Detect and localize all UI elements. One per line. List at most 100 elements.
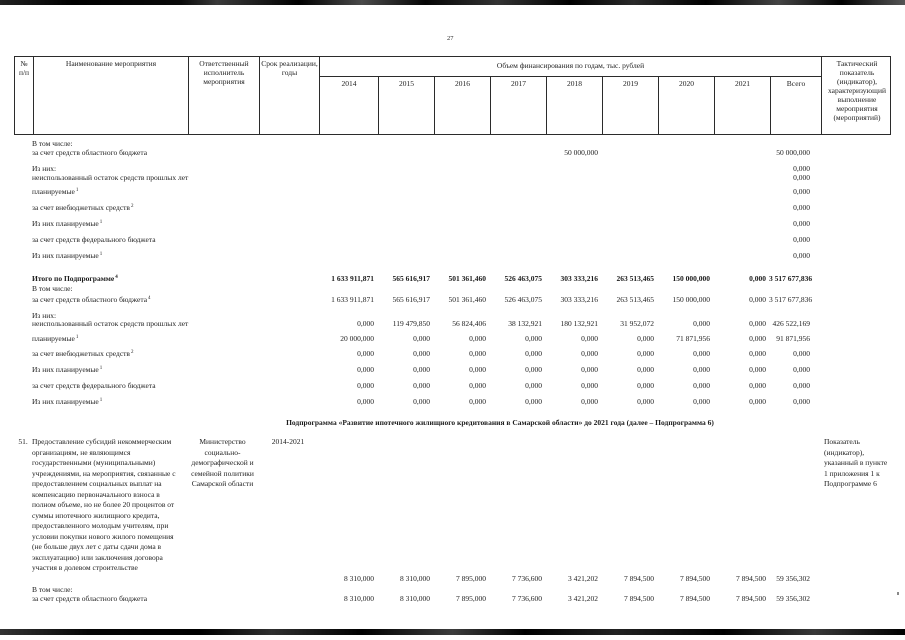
table-row: неиспользованный остаток средств прошлых… [14, 173, 891, 182]
subprogram-heading: Подпрограмма «Развитие ипотечного жилищн… [286, 418, 714, 427]
footnote-marker: 1 [99, 219, 103, 225]
cell-2018: 0,000 [581, 365, 598, 374]
cell-2021: 0,000 [749, 397, 766, 406]
cell-total: 0,000 [793, 251, 810, 260]
row-label: неиспользованный остаток средств прошлых… [32, 173, 189, 182]
row-label: Из них: [32, 164, 57, 173]
cell-2016: 56 824,406 [452, 319, 486, 328]
table-section-totals: Итого по Подпрограмме4 1 633 911,871 565 6… [14, 274, 891, 406]
table-row: Из них: 0,000 [14, 164, 891, 173]
row-label: В том числе: [32, 585, 73, 594]
cell-total: 0,000 [793, 187, 810, 196]
table-section-top: В том числе: за счет средств областного б… [14, 139, 891, 260]
cell-2015: 8 310,000 [400, 594, 430, 603]
cell-2015: 119 479,850 [392, 319, 430, 328]
cell-2020: 7 894,500 [680, 594, 710, 603]
header-cell-term: Срок реализации, годы [259, 57, 319, 134]
cell-2018: 50 000,000 [564, 148, 598, 157]
cell-2017: 526 463,075 [504, 295, 543, 304]
cell-total: 59 356,302 [776, 573, 810, 583]
row-label: за счет средств областного бюджета [32, 594, 148, 603]
cell-2016: 7 895,000 [456, 594, 486, 603]
cell-2020: 0,000 [693, 397, 710, 406]
table-row: неиспользованный остаток средств прошлых… [14, 319, 891, 328]
header-cell-year-2014: 2014 [319, 77, 378, 134]
cell-2016: 7 895,000 [456, 573, 486, 583]
cell-2018: 3 421,202 [568, 594, 598, 603]
cell-2018: 303 333,216 [560, 295, 599, 304]
table-row-51: 51. Предоставление субсидий некоммерческ… [14, 437, 891, 583]
cell-total: 0,000 [793, 397, 810, 406]
cell-2017: 526 463,075 [504, 274, 543, 283]
cell-total: 0,000 [793, 219, 810, 228]
cell-2021: 0,000 [749, 381, 766, 390]
cell-2014: 20 000,000 [340, 334, 374, 343]
table-row: за счет средств федерального бюджета 0,00… [14, 381, 891, 390]
implementation-term: 2014-2021 [271, 437, 305, 446]
footnote-marker: 1 [99, 397, 103, 403]
header-cell-executor: Ответственный исполнитель мероприятия [188, 57, 259, 134]
table-row: за счет средств областного бюджета 8 310,… [14, 594, 891, 603]
cell-2014: 1 633 911,871 [331, 295, 374, 304]
cell-2018: 0,000 [581, 397, 598, 406]
cell-2014: 1 633 911,871 [331, 274, 374, 283]
table-row: за счет средств областного бюджета4 1 633… [14, 295, 891, 304]
row-label: за счет внебюджетных средств2 [32, 349, 134, 358]
tactical-indicator: Показатель (индикатор), указанный в пунк… [824, 437, 888, 488]
table-row: В том числе: [14, 585, 891, 594]
row-label: В том числе: [32, 284, 73, 293]
footnote-marker: 2 [130, 203, 134, 209]
cell-total: 91 871,956 [776, 334, 810, 343]
footnote-marker: 1 [99, 251, 103, 257]
table-row: Из них планируемые1 0,000 [14, 251, 891, 260]
row-label: неиспользованный остаток средств прошлых… [32, 319, 189, 328]
footnote-marker: 4 [148, 295, 151, 301]
cell-2018: 303 333,216 [560, 274, 599, 283]
cell-2021: 0,000 [749, 334, 766, 343]
cell-2014: 8 310,000 [344, 573, 374, 583]
row-label: за счет средств федерального бюджета [32, 381, 156, 390]
scan-edge-artifact-top [0, 0, 905, 5]
responsible-executor: Министерство социально-демографической и… [191, 437, 254, 488]
footnote-marker: 1 [75, 187, 79, 193]
cell-2020: 150 000,000 [672, 295, 711, 304]
header-cell-year-2016: 2016 [434, 77, 490, 134]
cell-2014: 0,000 [357, 381, 374, 390]
row-label: Из них планируемые1 [32, 397, 103, 406]
cell-2019: 0,000 [637, 397, 654, 406]
page-number: 27 [447, 35, 454, 42]
cell-2016: 0,000 [469, 365, 486, 374]
row-label: Из них: [32, 311, 57, 320]
cell-total: 0,000 [793, 349, 810, 358]
row-label: за счет средств областного бюджета4 [32, 295, 151, 304]
row-label: Итого по Подпрограмме4 [32, 274, 118, 283]
row-label: за счет средств областного бюджета [32, 148, 148, 157]
cell-2018: 0,000 [581, 349, 598, 358]
table-row: за счет средств областного бюджета 50 000… [14, 148, 891, 157]
scan-edge-artifact-bottom [0, 629, 905, 635]
cell-2015: 0,000 [413, 397, 430, 406]
cell-2014: 8 310,000 [344, 594, 374, 603]
table-section-bottom: В том числе: за счет средств областного б… [14, 585, 891, 603]
table-row: Из них планируемые1 0,000 0,000 0,000 0,000 0… [14, 365, 891, 374]
cell-2021: 0,000 [749, 295, 766, 304]
cell-2019: 263 513,465 [616, 295, 655, 304]
row-number: 51. [18, 437, 28, 446]
footnote-marker: 2 [130, 349, 134, 355]
scan-speck [897, 592, 899, 595]
header-cell-year-2019: 2019 [602, 77, 658, 134]
cell-2020: 150 000,000 [672, 274, 711, 283]
cell-2018: 3 421,202 [568, 573, 598, 583]
cell-2017: 0,000 [525, 365, 542, 374]
cell-2015: 0,000 [413, 365, 430, 374]
cell-total: 50 000,000 [776, 148, 810, 157]
cell-2015: 8 310,000 [400, 573, 430, 583]
cell-2019: 0,000 [637, 334, 654, 343]
header-cell-name: Наименование мероприятия [33, 57, 188, 134]
table-row: Из них планируемые1 0,000 [14, 219, 891, 228]
cell-2021: 0,000 [749, 365, 766, 374]
row-label: планируемые1 [32, 334, 79, 343]
table-row: за счет средств федерального бюджета 0,00… [14, 235, 891, 244]
cell-2014: 0,000 [357, 319, 374, 328]
table-row: за счет внебюджетных средств2 0,000 [14, 203, 891, 212]
